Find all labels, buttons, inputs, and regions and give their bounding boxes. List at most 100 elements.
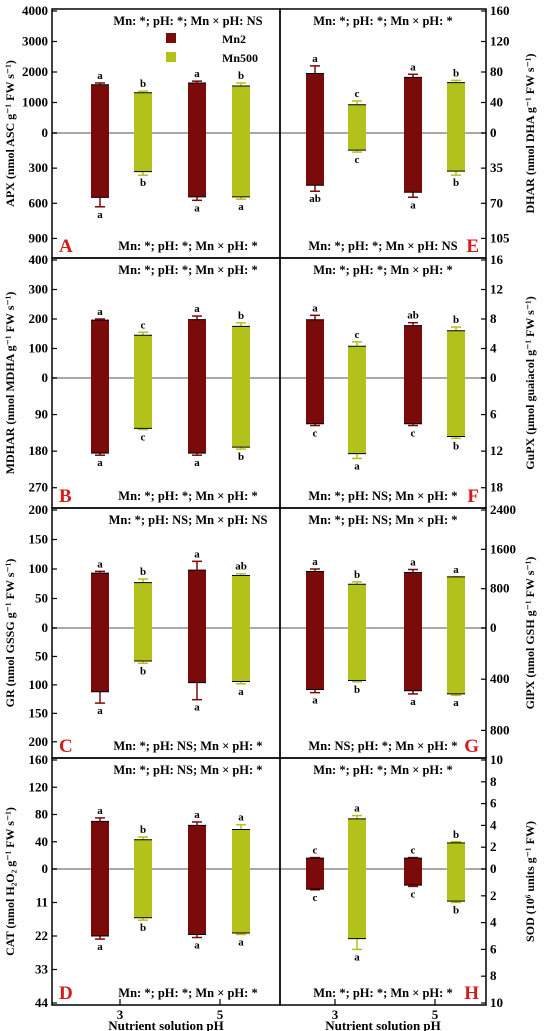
bar-mn500-up	[134, 582, 152, 628]
y-tick-label: 90	[35, 407, 48, 422]
significance-letter: b	[238, 310, 244, 322]
y-tick-label: 0	[490, 125, 497, 140]
y-tick-label: 2	[490, 839, 497, 854]
significance-letter: a	[410, 61, 416, 73]
x-axis-title-left: Nutrient solution pH	[108, 1018, 224, 1031]
panel-f	[306, 314, 465, 460]
significance-letter: c	[355, 154, 360, 166]
bar-mn500-down	[134, 628, 152, 661]
significance-letter: a	[312, 556, 318, 568]
bar-mn500-up	[348, 346, 366, 378]
legend-swatch-mn2	[166, 33, 176, 43]
y-axis-title: GlPX (nmol GSH g⁻¹ FW s⁻¹)	[523, 557, 537, 710]
panel-h	[306, 814, 465, 951]
y-tick-label: 1000	[22, 95, 48, 110]
y-axis-title: GR (nmol GSSG g⁻¹ FW s⁻¹)	[3, 559, 17, 708]
y-tick-label: 4000	[22, 3, 48, 18]
significance-letter: b	[140, 922, 146, 934]
significance-letter: b	[354, 569, 360, 581]
y-tick-label: 12	[490, 282, 503, 297]
significance-letter: a	[312, 302, 318, 314]
y-tick-label: 300	[29, 160, 49, 175]
significance-letter: a	[354, 803, 360, 815]
x-tick-label: 5	[217, 1007, 224, 1022]
significance-letter: b	[453, 314, 459, 326]
y-tick-label: 105	[490, 230, 510, 245]
bar-mn500-down	[447, 378, 465, 437]
significance-letter: b	[453, 829, 459, 841]
bar-mn500-up	[447, 576, 465, 628]
significance-letter: b	[238, 70, 244, 82]
bar-mn500-up	[348, 104, 366, 133]
stats-note-top: Mn: *; pH: NS; Mn × pH: NS	[109, 513, 268, 527]
significance-letter: b	[354, 684, 360, 696]
panel-letter: B	[59, 486, 72, 507]
bar-mn500-down	[348, 133, 366, 151]
bar-mn2-down	[91, 628, 109, 692]
y-tick-label: 4	[490, 341, 497, 356]
bar-mn500-up	[447, 842, 465, 869]
panel-letter: H	[464, 983, 479, 1004]
significance-letter: b	[140, 824, 146, 836]
significance-letter: a	[194, 68, 200, 80]
y-tick-label: 6	[490, 407, 497, 422]
y-tick-label: 2000	[22, 64, 48, 79]
bar-mn500-up	[447, 82, 465, 133]
bar-mn500-down	[232, 133, 250, 197]
bar-mn500-up	[447, 330, 465, 378]
significance-letter: c	[313, 892, 318, 904]
bar-mn2-down	[91, 869, 109, 936]
bar-mn500-down	[134, 133, 152, 172]
bar-mn500-up	[232, 326, 250, 378]
y-tick-label: 40	[35, 834, 48, 849]
bar-mn2-down	[188, 133, 206, 197]
y-tick-label: 10	[490, 752, 503, 767]
bar-mn500-up	[348, 584, 366, 628]
significance-letter: a	[238, 686, 244, 698]
y-tick-label: 900	[29, 230, 49, 245]
significance-letter: a	[97, 558, 103, 570]
bar-mn500-down	[232, 378, 250, 448]
significance-letter: b	[238, 451, 244, 463]
y-tick-label: 80	[35, 807, 48, 822]
significance-letter: a	[97, 70, 103, 82]
bar-mn500-up	[232, 829, 250, 869]
significance-letter: c	[355, 88, 360, 100]
significance-letter: b	[453, 67, 459, 79]
x-tick-label: 3	[332, 1007, 339, 1022]
y-tick-label: 160	[29, 752, 49, 767]
significance-letter: c	[355, 329, 360, 341]
significance-letter: c	[141, 432, 146, 444]
y-tick-label: 22	[35, 928, 48, 943]
y-axis-title: DHAR (nmol DHA g⁻¹ FW s⁻¹)	[523, 54, 537, 214]
legend-swatch-mn500	[166, 52, 176, 62]
significance-letter: b	[453, 440, 459, 452]
significance-letter: a	[194, 303, 200, 315]
bar-mn2-down	[188, 378, 206, 454]
legend: Mn2 Mn500	[166, 32, 258, 65]
bar-mn500-up	[232, 86, 250, 133]
y-tick-label: 6	[490, 941, 497, 956]
bar-mn2-down	[306, 869, 324, 890]
stats-note-bottom: Mn: *; pH: *; Mn × pH: *	[118, 239, 257, 253]
significance-letter: ab	[235, 561, 247, 573]
significance-letter: c	[411, 888, 416, 900]
y-tick-label: 600	[29, 195, 49, 210]
significance-letter: b	[140, 177, 146, 189]
bar-mn2-down	[306, 628, 324, 690]
bar-mn2-up	[188, 570, 206, 628]
stats-note-top: Mn: *; pH: NS; Mn × pH: *	[113, 763, 262, 777]
bar-mn2-down	[91, 378, 109, 454]
y-axis-title: APX (nmol ASC g⁻¹ FW s⁻¹)	[3, 60, 17, 207]
y-tick-label: 0	[490, 370, 497, 385]
significance-letter: b	[453, 177, 459, 189]
stats-note-top: Mn: *; pH: NS; Mn × pH: *	[308, 513, 457, 527]
significance-letter: a	[410, 556, 416, 568]
y-tick-label: 400	[29, 252, 49, 267]
significance-letter: a	[354, 951, 360, 963]
bar-mn500-down	[232, 628, 250, 682]
significance-letter: c	[411, 428, 416, 440]
bar-mn500-up	[348, 818, 366, 869]
y-tick-label: 270	[29, 480, 49, 495]
panel-d	[91, 817, 250, 940]
